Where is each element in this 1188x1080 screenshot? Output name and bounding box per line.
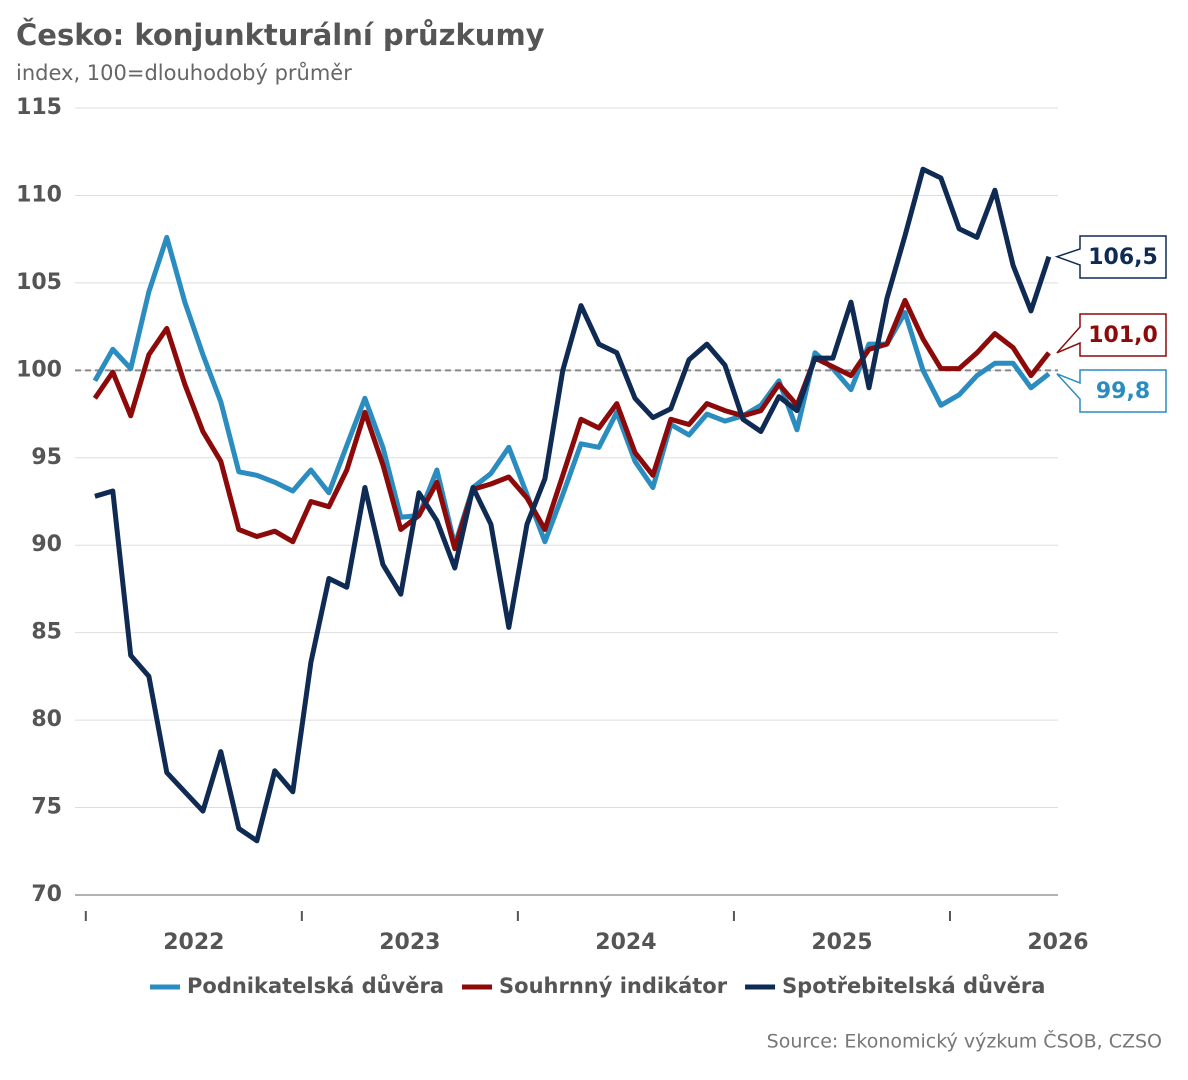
y-tick-label: 95 (31, 445, 62, 470)
y-tick-label: 90 (31, 532, 62, 557)
callout-box (1054, 235, 1167, 279)
y-tick-label: 110 (16, 182, 62, 207)
x-tick-label: 2023 (379, 930, 440, 955)
y-tick-label: 115 (16, 95, 62, 120)
x-tick-label: 2024 (595, 930, 656, 955)
series-line (92, 234, 1051, 548)
source: Source: Ekonomický výzkum ČSOB, CZSO (767, 1029, 1162, 1053)
chart-subtitle: index, 100=dlouhodobý průměr (16, 61, 352, 85)
legend-label: Spotřebitelská důvěra (782, 974, 1045, 998)
legend-label: Podnikatelská důvěra (187, 974, 444, 998)
callout-box (1056, 313, 1167, 357)
legend-label: Souhrnný indikátor (499, 974, 728, 998)
y-tick-label: 75 (31, 795, 62, 820)
x-tick-label: 2022 (163, 930, 224, 955)
end-callout: 101,0 (1056, 313, 1167, 357)
end-label: 101,0 (1088, 323, 1158, 348)
y-tick-label: 70 (31, 882, 62, 907)
callout-box (1056, 369, 1167, 413)
chart-title: Česko: konjunkturální průzkumy (16, 18, 545, 52)
y-tick-label: 100 (16, 357, 62, 382)
y-tick-label: 80 (31, 707, 62, 732)
x-tick-label: 2025 (811, 930, 872, 955)
series-line (92, 297, 1051, 552)
end-label: 106,5 (1088, 245, 1158, 270)
y-tick-label: 85 (31, 620, 62, 645)
end-callout: 99,8 (1056, 369, 1167, 413)
y-tick-label: 105 (16, 270, 62, 295)
series-line (94, 166, 1052, 844)
x-tick-label: 2026 (1027, 930, 1088, 955)
end-label: 99,8 (1096, 379, 1150, 404)
end-callout: 106,5 (1054, 235, 1167, 279)
